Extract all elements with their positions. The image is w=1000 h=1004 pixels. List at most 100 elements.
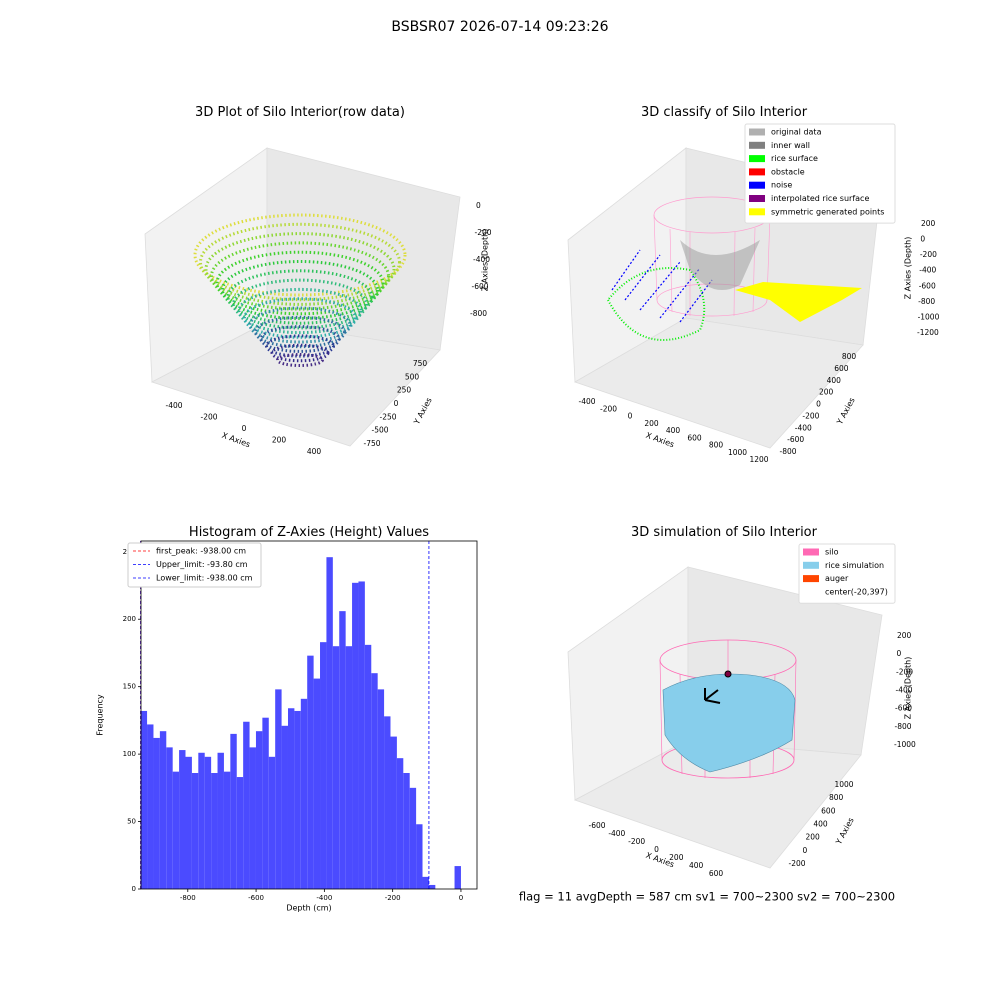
legend-box [744, 123, 896, 224]
z-axis-label: Z Axies (Depth) [481, 229, 490, 292]
z-axis-label: Z Axies (Depth) [904, 237, 913, 300]
z-tick-label: -1000 [894, 740, 916, 749]
z-tick-label: -600 [895, 704, 912, 713]
legend-swatch [749, 181, 765, 189]
legend-box [798, 543, 896, 604]
bar [281, 725, 288, 889]
legend-label: inner wall [771, 141, 810, 150]
z-tick-label: -600 [472, 282, 489, 291]
legend-label: symmetric generated points [771, 207, 884, 216]
bar [243, 721, 250, 889]
bar [179, 750, 186, 889]
y-axis-label: Y Axies [412, 396, 434, 427]
x-tick-label: 200 [272, 436, 287, 445]
bar [339, 611, 346, 889]
point-ring [210, 241, 390, 311]
bar [211, 773, 218, 889]
bar [223, 771, 231, 889]
z-tick-label: 0 [476, 201, 481, 210]
bar [390, 736, 397, 889]
x-tick-label: -600 [248, 894, 264, 902]
bar [416, 824, 423, 889]
x-tick-label: 600 [709, 869, 724, 878]
figure-title: BSBSR07 2026-07-14 09:23:26 [391, 19, 608, 35]
legend-label: obstacle [771, 167, 805, 176]
point-ring [248, 306, 352, 344]
y-tick-label: 600 [834, 364, 849, 373]
y-tick-label: -500 [371, 426, 388, 435]
bar [172, 771, 180, 889]
z-tick-label: 0 [920, 235, 925, 244]
x-tick-label: -200 [628, 837, 645, 846]
bar [428, 884, 436, 889]
x-tick-label: 200 [644, 419, 659, 428]
bar [320, 642, 327, 889]
bar [422, 876, 429, 889]
z-tick-label: 200 [897, 631, 912, 640]
classified-points [606, 196, 862, 341]
bar [364, 644, 372, 889]
legend-box [127, 542, 262, 588]
bar [147, 724, 154, 889]
subplot-title: 3D simulation of Silo Interior [631, 525, 818, 540]
z-tick-label: -200 [896, 667, 913, 676]
y-tick-label: -250 [379, 412, 396, 421]
bar [384, 716, 391, 889]
point-ring [193, 213, 407, 297]
x-tick-label: -600 [588, 821, 605, 830]
legend-label: noise [771, 181, 792, 190]
point-ring [215, 250, 385, 316]
point-ring [237, 287, 363, 335]
y-tick-label: 0 [816, 400, 821, 409]
point-ring [204, 232, 396, 306]
point-ring [270, 343, 330, 363]
x-tick-label: -200 [600, 404, 617, 413]
bar [140, 710, 148, 889]
z-tick-label: -800 [470, 309, 487, 318]
bar [268, 756, 276, 889]
y-tick-label: 0 [132, 885, 136, 893]
legend-label: interpolated rice surface [771, 194, 869, 203]
legend-swatch [749, 195, 765, 202]
x-tick-label: -200 [385, 894, 401, 902]
bar [377, 689, 385, 889]
bar [159, 731, 167, 889]
x-tick-label: 0 [242, 424, 247, 433]
z-tick-label: 200 [921, 219, 936, 228]
point-cloud [193, 213, 407, 367]
y-tick-label: 600 [821, 806, 836, 815]
z-tick-label: -200 [475, 228, 492, 237]
x-tick-label: 400 [307, 447, 322, 456]
y-axis-label: Frequency [96, 694, 105, 736]
bar [403, 773, 410, 889]
y-tick-label: 0 [802, 846, 807, 855]
x-tick-label: 0 [654, 845, 659, 854]
z-tick-label: -1200 [917, 328, 939, 337]
y-axis-label: Y Axies [834, 816, 856, 847]
x-tick-label: -200 [200, 413, 217, 422]
legend-swatch [749, 168, 765, 176]
bar [204, 756, 212, 889]
y-tick-label: 0 [394, 399, 399, 408]
bar [262, 717, 269, 889]
z-tick-label: -400 [473, 255, 490, 264]
bar [191, 773, 199, 889]
y-tick-label: 200 [123, 615, 136, 623]
y-axis-label: Y Axies [835, 396, 857, 427]
bar [287, 708, 295, 889]
y-tick-label: -200 [802, 411, 819, 420]
y-tick-label: 400 [813, 820, 828, 829]
bar [249, 747, 256, 889]
bar [185, 756, 192, 889]
x-tick-label: 1000 [728, 448, 747, 457]
z-tick-label: -800 [918, 297, 935, 306]
bar [300, 698, 308, 889]
z-axis-label: Z Axies (Depth) [904, 657, 913, 720]
legend-swatch [803, 561, 819, 569]
subplot-title: 3D Plot of Silo Interior(row data) [195, 105, 405, 120]
subplot-title: Histogram of Z-Axies (Height) Values [189, 525, 429, 540]
legend-swatch [749, 155, 765, 163]
y-tick-label: 800 [829, 793, 844, 802]
